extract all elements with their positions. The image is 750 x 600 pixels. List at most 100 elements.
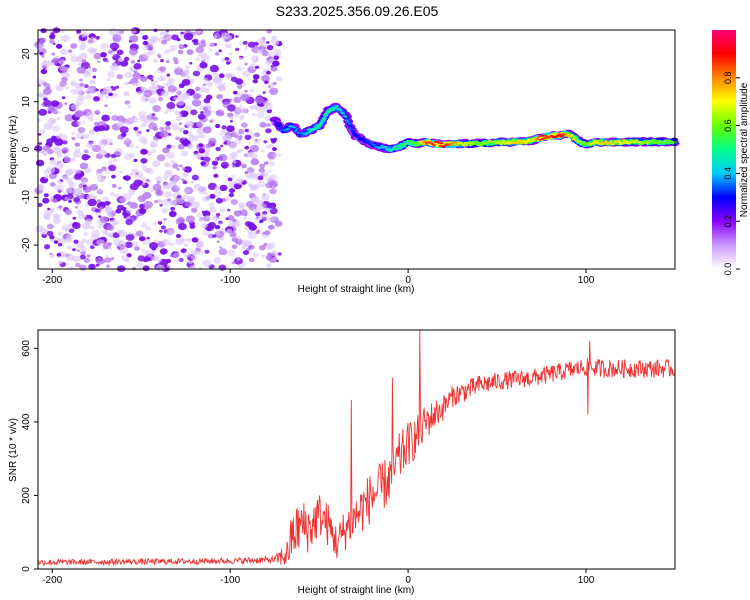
ridge-cell: [522, 140, 526, 143]
noise-speck: [190, 109, 198, 116]
colorbar-label: Normalized spectral amplitude: [739, 82, 750, 217]
noise-speck: [87, 39, 94, 44]
ridge-cell: [535, 137, 540, 140]
noise-speck: [242, 250, 250, 256]
ridge-cell: [383, 146, 388, 148]
spectrogram-y-tick-label: 0: [21, 146, 32, 152]
noise-speck: [124, 71, 133, 79]
noise-speck: [193, 152, 201, 158]
noise-speck: [259, 245, 266, 251]
noise-speck: [196, 120, 205, 128]
noise-speck: [79, 245, 87, 252]
noise-speck: [110, 153, 117, 159]
noise-speck: [198, 148, 206, 154]
noise-speck: [224, 72, 233, 79]
noise-speck: [95, 35, 100, 40]
noise-speck: [124, 81, 129, 86]
ridge-cell: [467, 141, 471, 144]
noise-speck: [141, 139, 148, 145]
noise-speck: [216, 110, 222, 115]
noise-speck: [195, 241, 204, 249]
ridge-cell: [474, 140, 478, 143]
noise-speck: [157, 259, 162, 263]
noise-speck: [86, 254, 91, 258]
noise-speck: [92, 75, 97, 79]
noise-speck: [175, 197, 179, 200]
noise-speck: [221, 32, 230, 40]
noise-speck: [107, 246, 113, 250]
noise-speck: [200, 156, 205, 161]
noise-speck: [266, 123, 271, 127]
noise-speck: [259, 40, 267, 47]
noise-speck: [176, 65, 181, 69]
noise-speck: [176, 234, 181, 238]
noise-speck: [183, 32, 194, 41]
noise-speck: [259, 219, 264, 223]
colorbar-tick-label: 0.2: [723, 215, 733, 228]
noise-speck: [188, 121, 193, 125]
ridge-cell: [593, 140, 597, 143]
noise-speck: [215, 123, 221, 129]
noise-speck: [170, 206, 176, 211]
noise-speck: [183, 166, 192, 173]
noise-speck: [43, 193, 49, 198]
noise-speck: [198, 218, 204, 222]
noise-speck: [53, 147, 62, 154]
ridge-cell: [537, 135, 541, 138]
noise-speck: [183, 251, 192, 258]
noise-speck: [119, 246, 129, 255]
noise-speck: [172, 57, 178, 62]
noise-speck: [202, 106, 209, 111]
noise-speck: [265, 128, 272, 134]
noise-speck: [71, 132, 75, 136]
noise-speck: [186, 237, 192, 243]
ridge-cell: [437, 141, 441, 144]
noise-speck: [244, 145, 250, 150]
noise-speck: [221, 125, 227, 130]
noise-speck: [116, 49, 124, 56]
noise-speck: [104, 170, 110, 174]
noise-speck: [84, 167, 92, 174]
noise-speck: [150, 142, 158, 148]
noise-speck: [159, 229, 163, 233]
ridge-cell: [502, 139, 506, 142]
noise-speck: [61, 76, 68, 82]
noise-speck: [152, 183, 162, 191]
noise-speck: [263, 242, 268, 247]
noise-speck: [68, 199, 72, 203]
noise-speck: [186, 75, 191, 79]
noise-speck: [254, 132, 260, 137]
noise-speck: [204, 249, 210, 254]
ridge-cell: [481, 140, 485, 143]
noise-speck: [216, 94, 224, 100]
noise-speck: [43, 122, 53, 130]
noise-speck: [202, 83, 207, 87]
noise-speck: [151, 256, 158, 262]
ridge-cell: [666, 141, 670, 144]
noise-speck: [142, 40, 149, 46]
noise-speck: [97, 125, 106, 132]
colorbar-tick-label: 0.6: [723, 119, 733, 132]
noise-speck: [270, 66, 278, 72]
ridge-cell: [479, 144, 483, 147]
noise-speck: [241, 163, 247, 169]
noise-speck: [257, 180, 266, 188]
ridge-cell: [459, 142, 464, 144]
noise-speck: [182, 172, 189, 177]
noise-speck: [95, 257, 105, 265]
noise-speck: [121, 255, 129, 262]
noise-speck: [150, 116, 155, 120]
noise-speck: [200, 161, 206, 166]
noise-speck: [101, 114, 110, 122]
noise-speck: [234, 135, 240, 139]
noise-speck: [261, 193, 270, 201]
noise-speck: [69, 157, 76, 163]
noise-speck: [177, 223, 187, 231]
noise-speck: [252, 208, 260, 214]
ridge-cell: [392, 145, 396, 148]
noise-speck: [263, 161, 269, 165]
noise-speck: [264, 115, 272, 121]
noise-speck: [238, 206, 245, 212]
ridge-cell: [284, 129, 288, 132]
